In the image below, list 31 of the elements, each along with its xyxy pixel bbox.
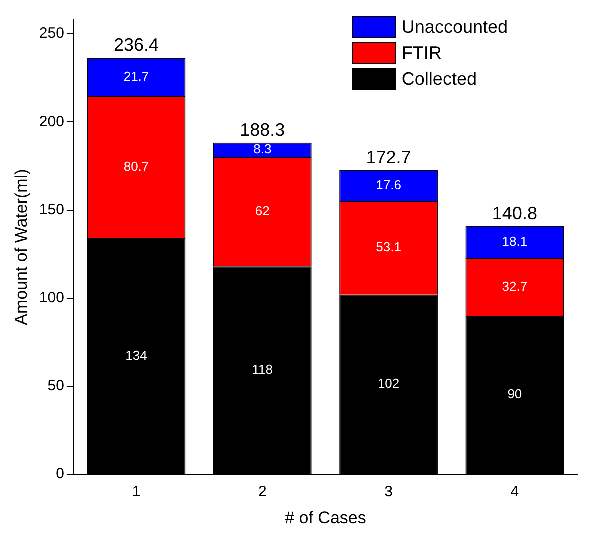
- y-tick-label: 50: [48, 378, 64, 395]
- legend-label: FTIR: [402, 42, 442, 64]
- total-label: 188.3: [240, 120, 286, 140]
- y-axis-title: Amount of Water(ml): [12, 169, 31, 326]
- y-tick-label: 100: [39, 290, 64, 307]
- total-label: 140.8: [492, 203, 538, 224]
- x-tick-label: 1: [132, 484, 141, 501]
- data-label: 32.7: [502, 278, 528, 294]
- y-tick-label: 150: [39, 201, 64, 218]
- y-tick-label: 0: [56, 466, 64, 483]
- data-label: 17.6: [376, 177, 402, 192]
- data-label: 134: [126, 348, 148, 363]
- x-axis-title: # of Cases: [285, 508, 366, 528]
- y-tick-label: 250: [39, 25, 64, 42]
- data-label: 8.3: [254, 142, 272, 157]
- total-label: 172.7: [366, 147, 412, 168]
- data-label: 21.7: [124, 68, 150, 84]
- x-tick-label: 2: [258, 484, 267, 501]
- data-label: 53.1: [376, 240, 402, 255]
- legend-label: Collected: [402, 68, 477, 90]
- data-label: 18.1: [502, 234, 528, 250]
- x-tick-label: 4: [510, 484, 520, 501]
- total-label: 236.4: [114, 35, 160, 56]
- x-tick-label: 3: [384, 484, 393, 501]
- data-label: 102: [378, 376, 400, 392]
- data-label: 118: [252, 362, 274, 377]
- data-label: 80.7: [124, 158, 150, 174]
- data-label: 62: [255, 204, 270, 219]
- y-tick-label: 200: [39, 113, 64, 130]
- data-label: 90: [508, 386, 522, 402]
- legend-label: Unaccounted: [402, 16, 508, 38]
